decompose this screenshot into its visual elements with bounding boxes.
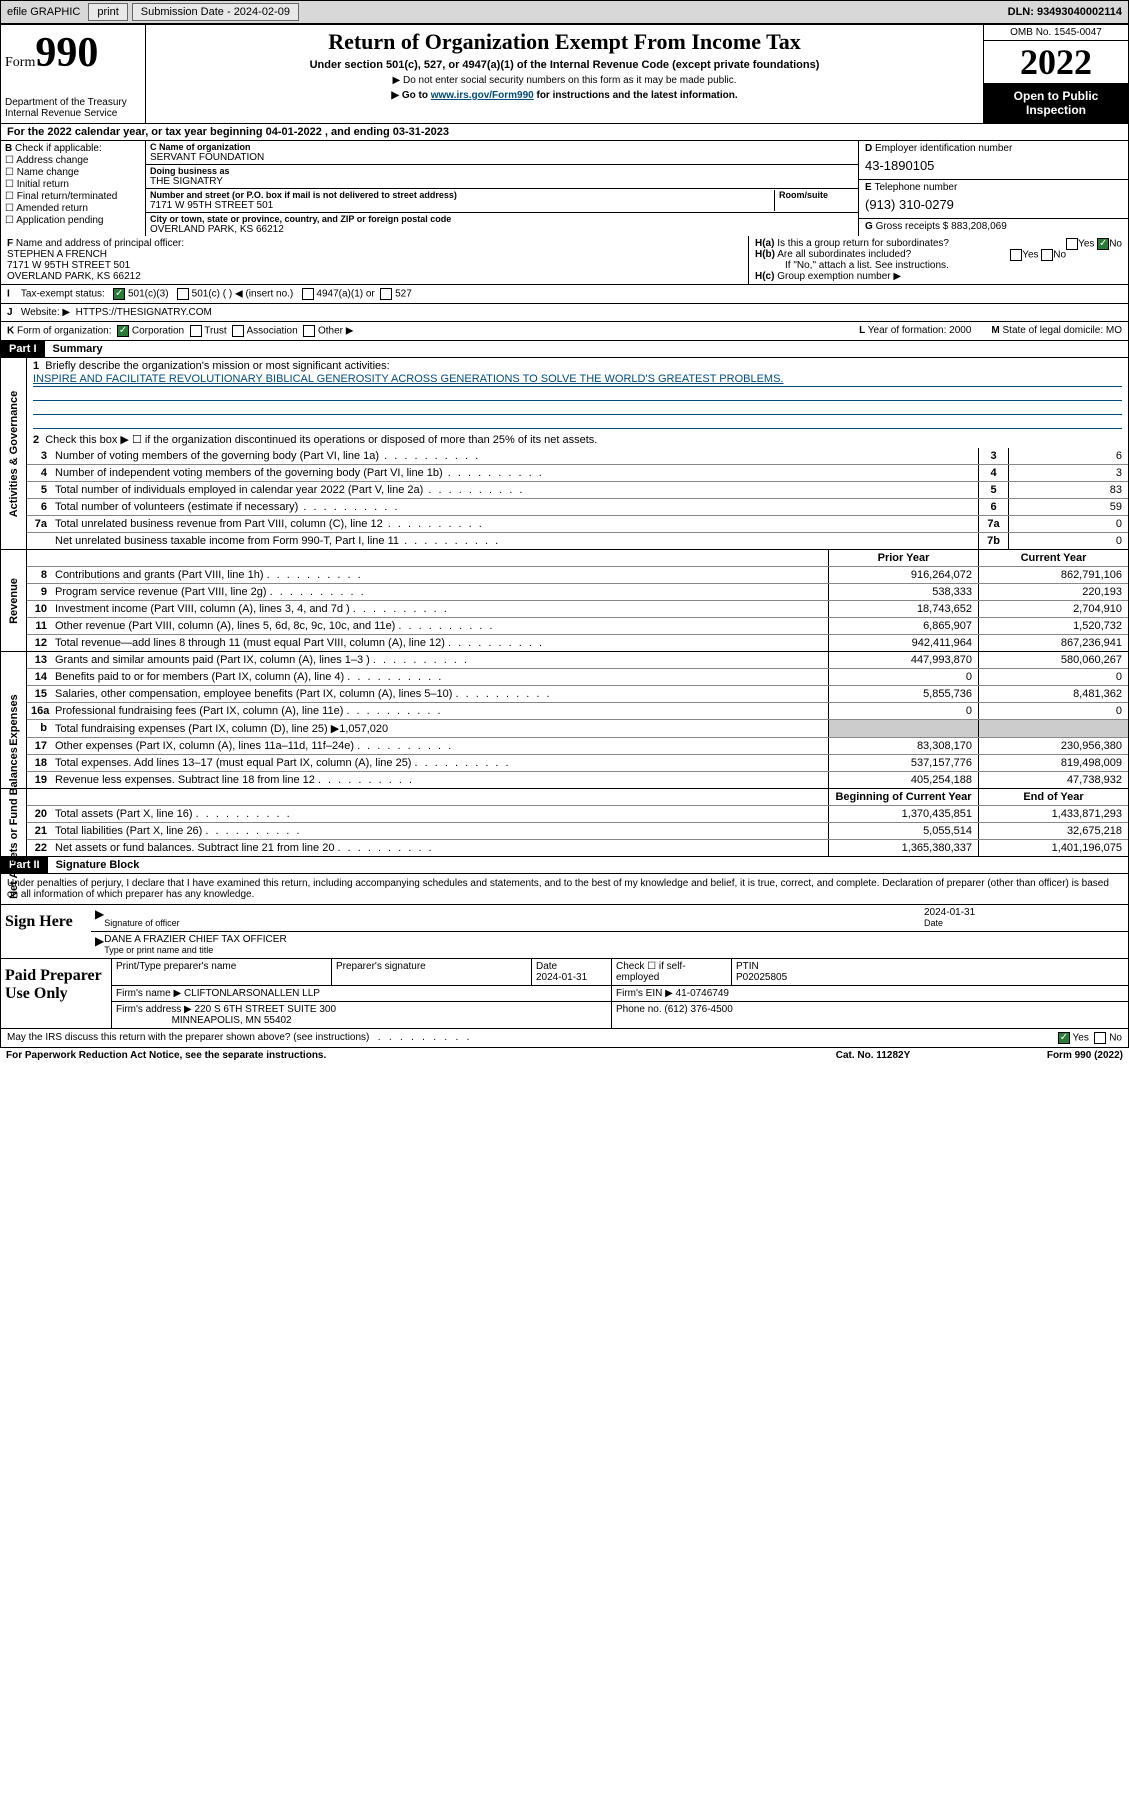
section-netassets: Net Assets or Fund Balances Beginning of… [0, 789, 1129, 857]
firm-phone: (612) 376-4500 [664, 1004, 732, 1015]
firm-name: CLIFTONLARSONALLEN LLP [184, 988, 320, 999]
tax-year: 2022 [984, 41, 1128, 83]
501c3-check[interactable]: ✓ [113, 288, 125, 300]
phone: (913) 310-0279 [865, 193, 1122, 216]
discuss-row: May the IRS discuss this return with the… [0, 1029, 1129, 1048]
block-bcd: B Check if applicable: Address change Na… [0, 141, 1129, 236]
gross-receipts: 883,208,069 [951, 221, 1007, 232]
cb-amended[interactable]: Amended return [5, 203, 141, 214]
dba: THE SIGNATRY [150, 176, 854, 187]
ssn-warning: ▶ Do not enter social security numbers o… [150, 75, 979, 86]
open-inspection: Open to Public Inspection [984, 83, 1128, 123]
website: HTTPS://THESIGNATRY.COM [76, 307, 212, 318]
k-corp[interactable]: ✓ [117, 325, 129, 337]
cb-address[interactable]: Address change [5, 155, 141, 166]
discuss-yes[interactable]: ✓ [1058, 1032, 1070, 1044]
discuss-no[interactable] [1094, 1032, 1106, 1044]
org-name: SERVANT FOUNDATION [150, 152, 854, 163]
domicile: State of legal domicile: MO [1003, 325, 1123, 336]
row-i: I Tax-exempt status: ✓ 501(c)(3) 501(c) … [0, 285, 1129, 304]
ptin: P02025805 [736, 972, 787, 983]
col-d: D Employer identification number 43-1890… [858, 141, 1128, 236]
page-footer: For Paperwork Reduction Act Notice, see … [0, 1048, 1129, 1063]
cb-initial[interactable]: Initial return [5, 179, 141, 190]
ein: 43-1890105 [865, 154, 1122, 177]
cb-name[interactable]: Name change [5, 167, 141, 178]
print-button[interactable]: print [88, 3, 127, 21]
officer-sig-name: DANE A FRAZIER CHIEF TAX OFFICER [104, 934, 286, 945]
omb-number: OMB No. 1545-0047 [984, 25, 1128, 41]
section-expenses: Expenses 13Grants and similar amounts pa… [0, 652, 1129, 789]
ha-yes[interactable] [1066, 238, 1078, 250]
row-fh: F Name and address of principal officer:… [0, 236, 1129, 285]
firm-ein: 41-0746749 [676, 988, 729, 999]
hb-no[interactable] [1041, 249, 1053, 261]
row-j: J Website: ▶ HTTPS://THESIGNATRY.COM [0, 304, 1129, 322]
row-k: K Form of organization: ✓ Corporation Tr… [0, 322, 1129, 341]
cb-final[interactable]: Final return/terminated [5, 191, 141, 202]
col-c: C Name of organization SERVANT FOUNDATIO… [146, 141, 858, 236]
ha-no[interactable]: ✓ [1097, 238, 1109, 250]
sign-here: Sign Here Signature of officer2024-01-31… [0, 905, 1129, 959]
form-header: Form990 Department of the Treasury Inter… [0, 24, 1129, 124]
efile-label: efile GRAPHIC [1, 4, 86, 20]
section-governance: Activities & Governance 1 Briefly descri… [0, 358, 1129, 550]
dln: DLN: 93493040002114 [1002, 4, 1128, 20]
dept-treasury: Department of the Treasury Internal Reve… [5, 97, 141, 119]
mission-text: INSPIRE AND FACILITATE REVOLUTIONARY BIB… [33, 372, 1122, 387]
form-title: Return of Organization Exempt From Incom… [150, 29, 979, 55]
form-number: Form990 [5, 29, 141, 77]
top-bar: efile GRAPHIC print Submission Date - 20… [0, 0, 1129, 24]
submission-date: Submission Date - 2024-02-09 [132, 3, 299, 21]
perjury-text: Under penalties of perjury, I declare th… [0, 874, 1129, 905]
section-revenue: Revenue Prior YearCurrent Year 8Contribu… [0, 550, 1129, 652]
cb-pending[interactable]: Application pending [5, 215, 141, 226]
goto-line: ▶ Go to www.irs.gov/Form990 for instruct… [150, 90, 979, 101]
officer-name: STEPHEN A FRENCH [7, 249, 107, 260]
line-a: For the 2022 calendar year, or tax year … [0, 124, 1129, 141]
street: 7171 W 95TH STREET 501 [150, 200, 774, 211]
year-formation: Year of formation: 2000 [868, 325, 972, 336]
form-subtitle: Under section 501(c), 527, or 4947(a)(1)… [150, 59, 979, 71]
city: OVERLAND PARK, KS 66212 [150, 224, 854, 235]
part-i-header: Part ISummary [0, 341, 1129, 358]
hb-yes[interactable] [1010, 249, 1022, 261]
part-ii-header: Part IISignature Block [0, 857, 1129, 874]
irs-link[interactable]: www.irs.gov/Form990 [431, 90, 534, 101]
paid-preparer: Paid Preparer Use Only Print/Type prepar… [0, 959, 1129, 1029]
col-b: B Check if applicable: Address change Na… [1, 141, 146, 236]
